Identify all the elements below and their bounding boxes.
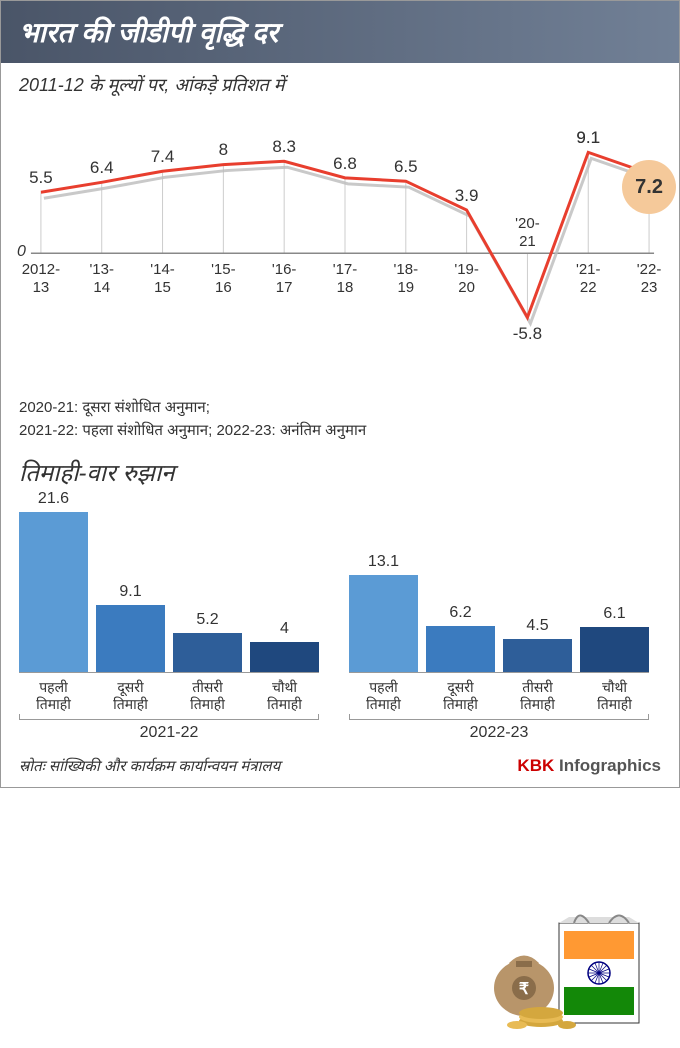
note-line-1: 2020-21: दूसरा संशोधित अनुमान; bbox=[19, 397, 661, 420]
svg-text:₹: ₹ bbox=[519, 981, 529, 998]
bar-group-2021-22: 21.6 9.1 5.2 4 पहलीतिमाहीदूसरीतिमाहीतीसर… bbox=[19, 493, 319, 742]
bar-rect bbox=[96, 605, 165, 672]
bar-col: 4 bbox=[250, 620, 319, 672]
bar-col: 5.2 bbox=[173, 611, 242, 672]
bar-col: 13.1 bbox=[349, 553, 418, 672]
bar-value: 6.1 bbox=[603, 605, 625, 623]
subtitle: 2011-12 के मूल्यों पर, आंकड़े प्रतिशत मे… bbox=[1, 63, 679, 101]
quarterly-title: तिमाही-वार रुझान bbox=[1, 448, 679, 493]
line-chart-overlay: 05.52012-136.4'13-147.4'14-158'15-168.3'… bbox=[11, 101, 669, 391]
bar-col: 9.1 bbox=[96, 583, 165, 672]
bar-label: पहलीतिमाही bbox=[19, 679, 88, 713]
bar-rect bbox=[580, 627, 649, 672]
bar-rect bbox=[349, 575, 418, 672]
bar-value: 13.1 bbox=[368, 553, 399, 571]
bar-label: दूसरीतिमाही bbox=[426, 679, 495, 713]
bar-label: तीसरीतिमाही bbox=[503, 679, 572, 713]
bar-col: 6.1 bbox=[580, 605, 649, 672]
bar-label: चौथीतिमाही bbox=[250, 679, 319, 713]
infographic-container: भारत की जीडीपी वृद्धि दर 2011-12 के मूल्… bbox=[0, 0, 680, 788]
bar-value: 4 bbox=[280, 620, 289, 638]
quarterly-bar-row: 21.6 9.1 5.2 4 पहलीतिमाहीदूसरीतिमाहीतीसर… bbox=[1, 493, 679, 748]
main-title: भारत की जीडीपी वृद्धि दर bbox=[1, 1, 679, 63]
bar-rect bbox=[173, 633, 242, 672]
gdp-line-chart: 05.52012-136.4'13-147.4'14-158'15-168.3'… bbox=[11, 101, 669, 391]
bar-rect bbox=[503, 639, 572, 672]
bar-col: 4.5 bbox=[503, 617, 572, 672]
bar-rect bbox=[426, 626, 495, 672]
bar-label: पहलीतिमाही bbox=[349, 679, 418, 713]
note-line-2: 2021-22: पहला संशोधित अनुमान; 2022-23: अ… bbox=[19, 420, 661, 443]
bar-value: 5.2 bbox=[196, 611, 218, 629]
brand-grey: Infographics bbox=[554, 756, 661, 775]
bar-col: 21.6 bbox=[19, 490, 88, 672]
bar-value: 21.6 bbox=[38, 490, 69, 508]
bar-label: चौथीतिमाही bbox=[580, 679, 649, 713]
bar-value: 4.5 bbox=[526, 617, 548, 635]
bar-label: तीसरीतिमाही bbox=[173, 679, 242, 713]
bar-value: 9.1 bbox=[119, 583, 141, 601]
bar-label: दूसरीतिमाही bbox=[96, 679, 165, 713]
decorative-graphics: ₹ bbox=[469, 903, 649, 1043]
chart-notes: 2020-21: दूसरा संशोधित अनुमान; 2021-22: … bbox=[1, 391, 679, 448]
year-label: 2021-22 bbox=[19, 719, 319, 742]
bar-col: 6.2 bbox=[426, 604, 495, 672]
bar-rect bbox=[19, 512, 88, 672]
bar-rect bbox=[250, 642, 319, 672]
year-label: 2022-23 bbox=[349, 719, 649, 742]
brand-logo: KBK Infographics bbox=[517, 756, 661, 776]
source-row: स्रोतः सांख्यिकी और कार्यक्रम कार्यान्वय… bbox=[1, 748, 679, 784]
source-text: स्रोतः सांख्यिकी और कार्यक्रम कार्यान्वय… bbox=[19, 756, 280, 776]
bar-value: 6.2 bbox=[449, 604, 471, 622]
bar-group-2022-23: 13.1 6.2 4.5 6.1 पहलीतिमाहीदूसरीतिमाहीती… bbox=[349, 493, 649, 742]
brand-red: KBK bbox=[517, 756, 554, 775]
